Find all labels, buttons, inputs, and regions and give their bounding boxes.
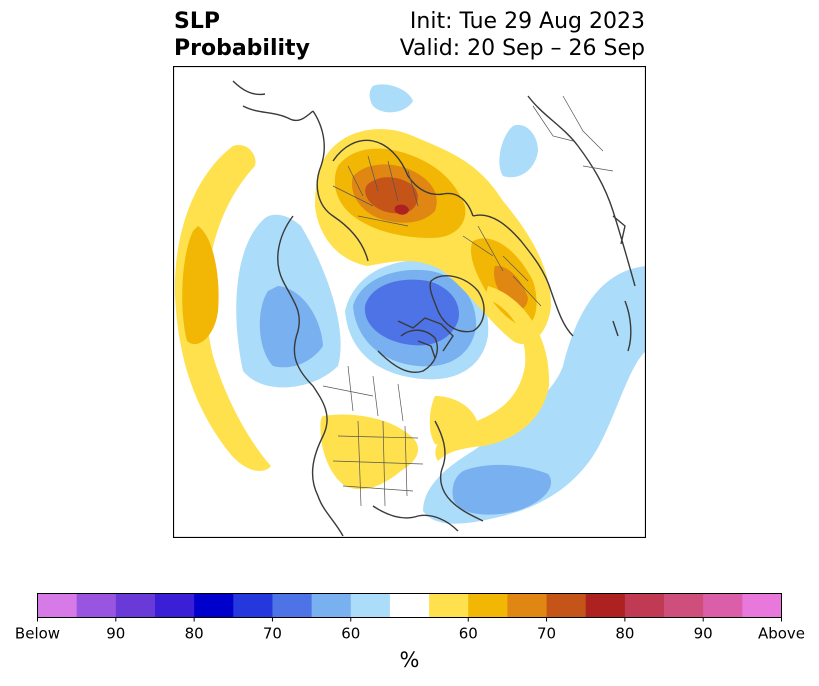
colorbar-units: %: [399, 648, 420, 672]
colorbar-swatch-10: [429, 593, 469, 618]
colorbar-swatch-3: [154, 593, 195, 618]
colorbar-swatch-12: [507, 593, 547, 618]
coastline-us-east: [434, 420, 484, 522]
boundary-us-states: [332, 420, 424, 507]
coastline-greenland: [429, 275, 485, 333]
colorbar-swatch-2: [115, 593, 156, 618]
above-anomaly-eastern-russia-orange: [493, 265, 528, 310]
above-anomaly-west-pacific-edge: [174, 145, 271, 472]
below-anomaly-central-asia: [369, 84, 413, 113]
boundary-canada-provinces: [322, 365, 404, 422]
map-title: SLP Probability: [174, 8, 310, 62]
boundary-russia-regions: [462, 225, 542, 307]
colorbar-swatch-17: [703, 593, 743, 618]
colorbar-swatch-11: [468, 593, 508, 618]
title-line-1: SLP: [174, 9, 220, 34]
colorbar-swatch-15: [624, 593, 665, 618]
colorbar-tick-label-below-4: 60: [341, 625, 360, 643]
colorbar-tick-label-below-1: 90: [106, 625, 125, 643]
coastline-gulf: [372, 505, 459, 532]
above-anomaly-west-pacific-core: [182, 226, 219, 345]
coastline-siberia: [472, 214, 574, 337]
above-anomaly-northern-europe-peak: [394, 204, 409, 215]
colorbar-tick-label-below-2: 80: [185, 625, 204, 643]
colorbar-swatch-16: [664, 593, 704, 618]
coastline-japan: [612, 300, 632, 352]
below-anomaly-arctic-core: [364, 279, 459, 346]
above-anomaly-northern-europe-rust: [365, 177, 418, 214]
title-line-2: Probability: [174, 36, 310, 61]
colorbar-swatch-6: [272, 593, 313, 618]
colorbar-frame: [37, 593, 782, 618]
coastline-europe-south: [312, 110, 369, 262]
colorbar-tick-label-above-4: Above: [758, 625, 805, 643]
coastline-arctic-islands: [397, 317, 454, 359]
coastline-mediterranean: [232, 80, 314, 122]
boundary-europe-countries: [332, 155, 419, 227]
colorbar-tick-label-below-3: 70: [263, 625, 282, 643]
coastline-hudson-bay: [377, 329, 439, 373]
colorbar-swatch-18: [742, 593, 782, 618]
coastline-scandinavia: [332, 139, 474, 217]
colorbar-tick-label-above-3: 90: [694, 625, 713, 643]
colorbar-tick-label-below-0: Below: [15, 625, 60, 643]
colorbar-tick-label-above-2: 80: [615, 625, 634, 643]
colorbar-tick-label-above-1: 70: [537, 625, 556, 643]
colorbar-swatch-13: [546, 593, 587, 618]
colorbar-swatch-7: [311, 593, 352, 618]
below-anomaly-north-atlantic: [423, 266, 646, 524]
map-dates: Init: Tue 29 Aug 2023 Valid: 20 Sep – 26…: [400, 8, 645, 62]
below-anomaly-north-pacific-core: [259, 286, 323, 368]
coastline-north-america-west: [277, 215, 344, 537]
above-anomaly-east-canada-arc: [435, 286, 550, 461]
boundary-asia-countries: [532, 95, 614, 172]
colorbar-swatch-1: [76, 593, 117, 618]
below-anomaly-north-atlantic-core: [452, 464, 552, 515]
colorbar-swatch-9: [389, 593, 430, 618]
above-anomaly-central-us: [320, 414, 419, 490]
colorbar-tick-label-above-0: 60: [459, 625, 478, 643]
coastline-east-asia: [527, 95, 636, 287]
colorbar-swatch-5: [233, 593, 273, 618]
above-anomaly-us-east-coast: [429, 396, 478, 446]
colorbar-swatch-8: [350, 593, 391, 618]
colorbar-swatch-0: [37, 593, 78, 618]
colorbar-swatch-14: [585, 593, 626, 618]
init-date: Init: Tue 29 Aug 2023: [409, 9, 645, 34]
map-frame: [173, 66, 646, 538]
slp-probability-map: [173, 66, 646, 538]
colorbar: Below 90 80 70 60 60 70 80 90 Above: [15, 593, 805, 643]
valid-dates: Valid: 20 Sep – 26 Sep: [399, 36, 645, 61]
below-anomaly-siberia: [499, 124, 538, 178]
colorbar-swatch-4: [194, 593, 234, 618]
